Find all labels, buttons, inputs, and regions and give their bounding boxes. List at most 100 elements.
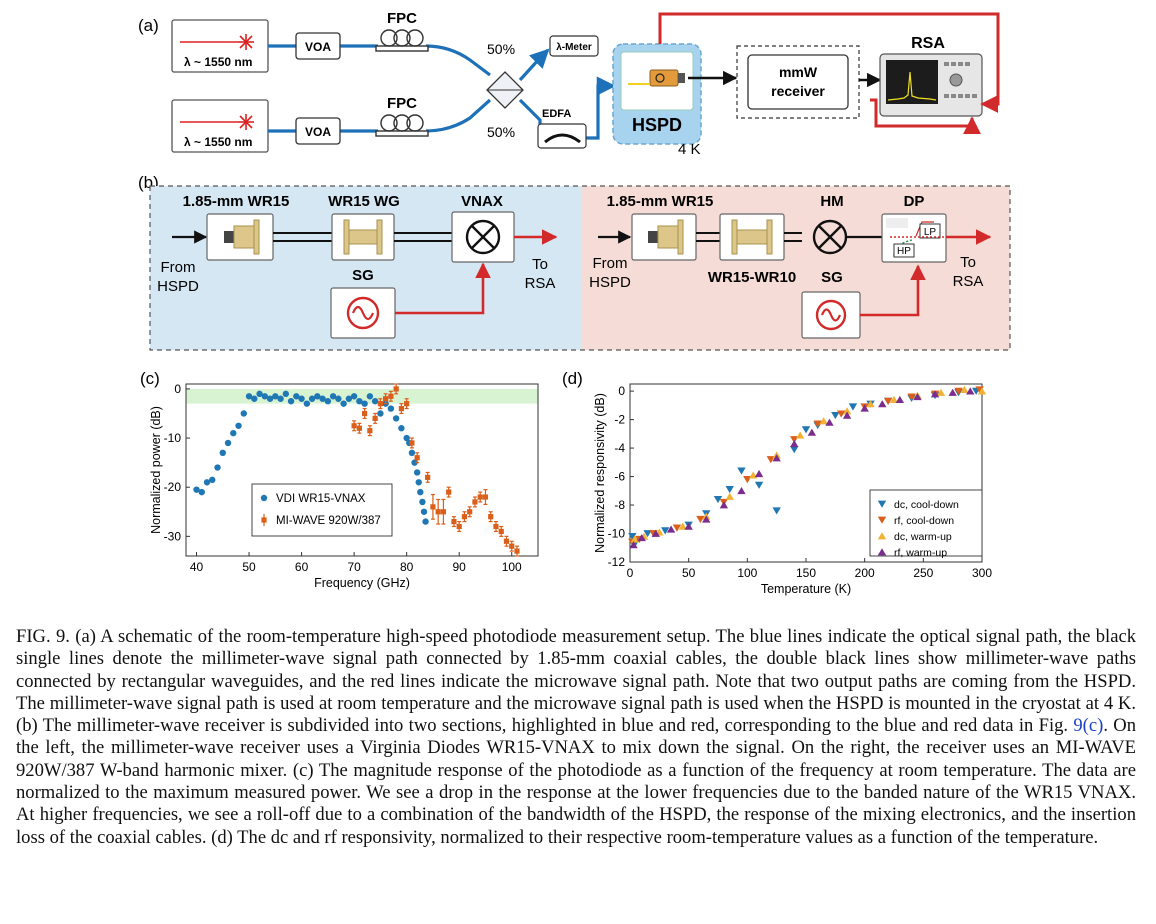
data-point (414, 455, 420, 461)
y-tick-label: -4 (614, 441, 625, 455)
data-point (420, 508, 428, 515)
data-point (725, 492, 734, 500)
lp-label: LP (924, 227, 937, 238)
y-tick-label: -6 (614, 470, 625, 484)
data-point (795, 431, 805, 439)
data-point (319, 395, 326, 402)
data-point (696, 515, 705, 524)
data-point (235, 422, 242, 429)
y-tick-label: -10 (608, 527, 626, 541)
data-point (666, 525, 676, 533)
data-point (362, 410, 368, 417)
fpc-bottom-label: FPC (387, 95, 417, 112)
data-point (403, 434, 410, 442)
right-connector-label: 1.85-mm WR15 (607, 193, 714, 210)
data-point (713, 495, 723, 504)
data-point (451, 519, 457, 525)
data-point (372, 415, 378, 421)
temperature-label: 4 K (678, 141, 701, 158)
data-point (977, 387, 987, 395)
data-point (825, 418, 834, 426)
data-point (725, 486, 734, 494)
data-point (219, 449, 226, 456)
laser-top: λ ~ 1550 nm (171, 19, 269, 73)
panel-d-label: (d) (562, 369, 583, 388)
data-point (630, 535, 639, 543)
x-tick-label: 200 (855, 566, 875, 580)
legend-label: dc, cool-down (894, 499, 959, 511)
data-point (356, 425, 362, 431)
data-point (245, 393, 253, 400)
data-point (461, 514, 468, 520)
right-to-line1: To (960, 254, 976, 271)
data-point (446, 489, 452, 495)
laser-star-icon (238, 34, 254, 50)
data-point (224, 439, 232, 447)
data-point (404, 401, 410, 407)
data-point (819, 417, 828, 425)
data-point (240, 410, 247, 417)
caption-figure-link[interactable]: 9(c) (1073, 715, 1104, 737)
data-point (790, 446, 799, 454)
x-tick-label: 0 (627, 566, 634, 580)
data-point (209, 476, 216, 484)
data-point (684, 522, 693, 530)
data-point (807, 428, 817, 436)
legend-marker (260, 494, 268, 502)
left-mixer-label: VNAX (461, 193, 503, 210)
data-point (754, 469, 764, 478)
laser-top-label: λ ~ 1550 nm (184, 55, 252, 69)
data-point (366, 393, 374, 400)
data-point (848, 403, 858, 411)
y-axis-label: Normalized responsivity (dB) (593, 393, 607, 553)
spectrum-analyzer-icon (879, 53, 983, 117)
data-point (345, 395, 353, 402)
laser-bottom-label: λ ~ 1550 nm (184, 135, 252, 149)
data-point (813, 420, 822, 428)
fpc-bottom-icon (375, 114, 429, 137)
data-point (314, 393, 321, 400)
figure-caption: FIG. 9. (a) A schematic of the room-temp… (16, 626, 1136, 849)
caption-text-1: (a) A schematic of the room-temperature … (16, 626, 1137, 737)
y-tick-label: -2 (614, 413, 625, 427)
panel-a-schematic: (a) λ ~ 1550 nm λ ~ 1550 nm VOA VOA (138, 10, 1000, 158)
mixer-icon (451, 211, 515, 263)
data-point (488, 514, 494, 520)
x-tick-label: 50 (242, 560, 256, 574)
data-point (866, 400, 875, 408)
data-point (298, 395, 305, 402)
plot-frame (185, 383, 539, 557)
waveguide-transition-icon (719, 213, 785, 261)
signal-generator-icon (801, 291, 861, 339)
data-point (350, 393, 358, 400)
data-point (377, 410, 384, 417)
legend-label: rf, cool-down (894, 515, 954, 527)
x-tick-label: 90 (453, 560, 467, 574)
right-from-line2: HSPD (589, 274, 631, 291)
x-tick-label: 50 (682, 566, 696, 580)
data-point (415, 479, 422, 486)
right-mixer-label: HM (820, 193, 843, 210)
data-point (398, 405, 405, 412)
receiver-right-section (582, 186, 1010, 350)
right-to-line2: RSA (953, 273, 984, 290)
legend-frame (251, 483, 393, 537)
data-point (482, 494, 489, 500)
data-point (230, 429, 237, 437)
data-point (371, 398, 379, 405)
data-point (702, 515, 711, 523)
legend-marker (261, 517, 267, 523)
legend: dc, cool-down rf, cool-down dc, warm-up rf,… (869, 489, 983, 559)
y-tick-label: 0 (174, 382, 181, 396)
data-point (287, 398, 295, 405)
data-point (198, 488, 205, 496)
data-point (628, 533, 637, 541)
voa-top-label: VOA (305, 40, 331, 54)
panel-c-label: (c) (140, 369, 160, 388)
data-point (308, 395, 316, 402)
left-to-line2: RSA (525, 275, 556, 292)
data-point (737, 487, 746, 495)
legend-frame (869, 489, 983, 557)
hp-label: HP (897, 246, 911, 257)
data-point (408, 449, 416, 456)
